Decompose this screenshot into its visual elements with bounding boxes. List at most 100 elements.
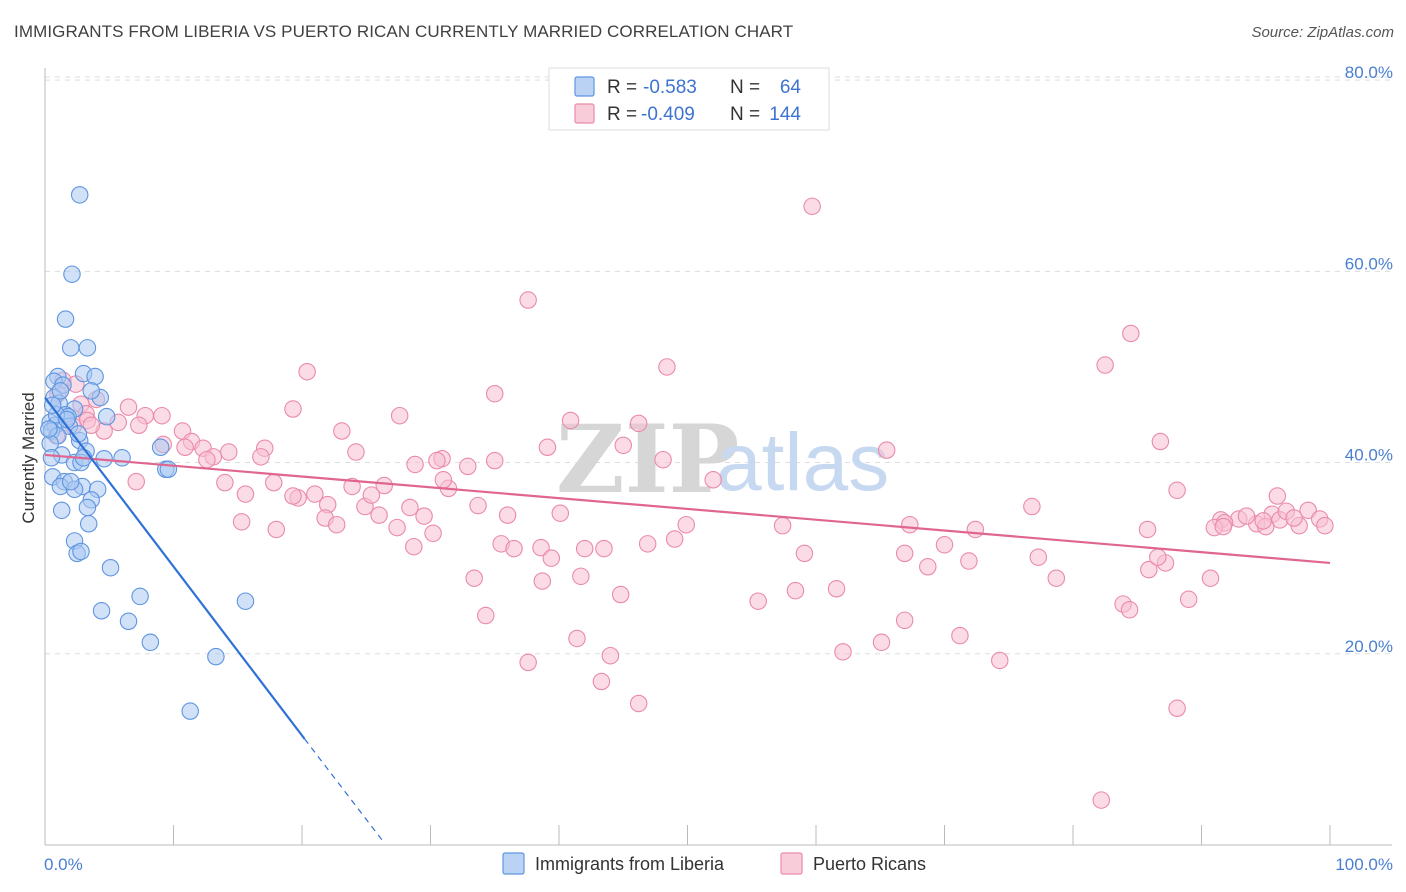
puerto-ricans-point — [327, 515, 346, 534]
puerto-ricans-point — [347, 443, 365, 461]
puerto-ricans-point — [1138, 520, 1157, 539]
liberia-point — [131, 587, 149, 606]
puerto-ricans-point — [220, 443, 238, 461]
legend-n-label: N = — [730, 77, 760, 98]
puerto-ricans-point — [153, 406, 171, 425]
puerto-ricans-point — [638, 535, 657, 553]
puerto-ricans-point — [1268, 487, 1287, 505]
puerto-ricans-point — [872, 633, 891, 652]
puerto-ricans-point — [1120, 601, 1139, 619]
puerto-ricans-point — [424, 524, 442, 543]
puerto-ricans-point — [1168, 481, 1186, 500]
x-tick-labels: 0.0% 100.0% — [44, 855, 1393, 874]
puerto-ricans-point — [991, 651, 1009, 670]
puerto-ricans-point — [773, 516, 792, 535]
puerto-ricans-point — [252, 448, 270, 466]
liberia-point — [141, 633, 160, 652]
puerto-ricans-point — [485, 384, 504, 403]
puerto-ricans-point — [1151, 432, 1170, 451]
legend-box — [548, 67, 830, 131]
puerto-ricans-point — [284, 400, 302, 418]
puerto-ricans-point — [465, 569, 483, 587]
puerto-ricans-point — [827, 580, 846, 598]
puerto-ricans-point — [561, 411, 580, 430]
puerto-ricans-point — [901, 515, 919, 534]
y-tick-label: 60.0% — [1345, 254, 1393, 273]
legend-r-value: -0.409 — [641, 104, 695, 125]
correlation-legend: R = -0.583 N = 64 R = -0.409 N = 144 — [548, 67, 830, 131]
series-legend-puerto-ricans: Puerto Ricans — [813, 854, 926, 874]
puerto-ricans-point — [966, 520, 985, 539]
legend-n-value: 64 — [780, 77, 802, 98]
puerto-ricans-point — [415, 507, 433, 525]
liberia-point — [70, 186, 89, 204]
liberia-point — [42, 449, 61, 467]
puerto-ricans-point — [1096, 356, 1114, 374]
puerto-ricans-point — [298, 362, 316, 381]
puerto-ricans-point — [401, 498, 419, 517]
puerto-ricans-point — [592, 672, 611, 691]
puerto-ricans-point — [333, 422, 351, 440]
puerto-ricans-point — [1316, 516, 1334, 535]
legend-swatch-puerto-ricans — [574, 103, 595, 124]
puerto-ricans-point — [127, 472, 145, 491]
puerto-ricans-point — [1047, 569, 1066, 587]
liberia-point — [92, 602, 111, 620]
watermark-atlas: atlas — [716, 417, 889, 508]
y-tick-label: 20.0% — [1345, 637, 1393, 656]
puerto-ricans-point — [216, 473, 234, 492]
puerto-ricans-point — [434, 471, 453, 489]
puerto-ricans-point — [1029, 548, 1048, 566]
puerto-ricans-point — [1285, 509, 1303, 527]
liberia-point — [51, 382, 70, 400]
puerto-ricans-point — [795, 544, 814, 563]
puerto-ricans-point — [575, 539, 594, 558]
puerto-ricans-point — [236, 485, 255, 503]
puerto-ricans-point — [614, 436, 632, 455]
liberia-point — [63, 265, 81, 283]
liberia-point — [207, 647, 225, 666]
puerto-ricans-point — [362, 486, 381, 504]
puerto-ricans-point — [895, 611, 914, 630]
y-tick-label: 80.0% — [1345, 63, 1393, 82]
puerto-ricans-point — [1168, 699, 1186, 718]
puerto-ricans-point — [749, 592, 767, 610]
puerto-ricans-point — [232, 513, 251, 531]
puerto-ricans-point — [568, 629, 586, 648]
puerto-ricans-point — [595, 539, 613, 558]
puerto-ricans-points — [47, 197, 1334, 809]
puerto-ricans-point — [542, 549, 561, 567]
puerto-ricans-point — [519, 291, 537, 309]
liberia-point — [151, 438, 170, 457]
liberia-point — [56, 310, 75, 328]
puerto-ricans-point — [1140, 560, 1158, 579]
trend-lines — [44, 396, 1331, 842]
liberia-point — [113, 449, 131, 467]
liberia-point — [72, 542, 90, 561]
puerto-ricans-point — [877, 441, 896, 459]
liberia-point — [52, 501, 71, 520]
puerto-ricans-point — [267, 520, 286, 539]
liberia-point — [236, 592, 255, 610]
puerto-ricans-point — [1201, 569, 1220, 587]
puerto-ricans-point — [572, 567, 590, 586]
gridlines — [45, 76, 1392, 655]
puerto-ricans-point — [1214, 517, 1233, 536]
puerto-ricans-point — [477, 606, 495, 625]
puerto-ricans-point — [505, 539, 523, 558]
puerto-ricans-point — [119, 398, 138, 416]
chart-title: IMMIGRANTS FROM LIBERIA VS PUERTO RICAN … — [14, 22, 794, 41]
legend-r-label: R = — [607, 77, 637, 98]
puerto-ricans-point — [1149, 548, 1167, 566]
puerto-ricans-point — [533, 572, 552, 590]
puerto-ricans-point — [343, 477, 361, 496]
liberia-point — [61, 339, 80, 357]
legend-n-label: N = — [730, 104, 760, 125]
liberia-point — [101, 558, 120, 577]
puerto-ricans-point — [704, 471, 722, 489]
puerto-ricans-point — [786, 581, 805, 600]
liberia-point — [82, 382, 101, 400]
puerto-ricans-point — [951, 626, 969, 645]
puerto-ricans-point — [284, 487, 302, 505]
y-axis-label: Currently Married — [19, 392, 38, 523]
